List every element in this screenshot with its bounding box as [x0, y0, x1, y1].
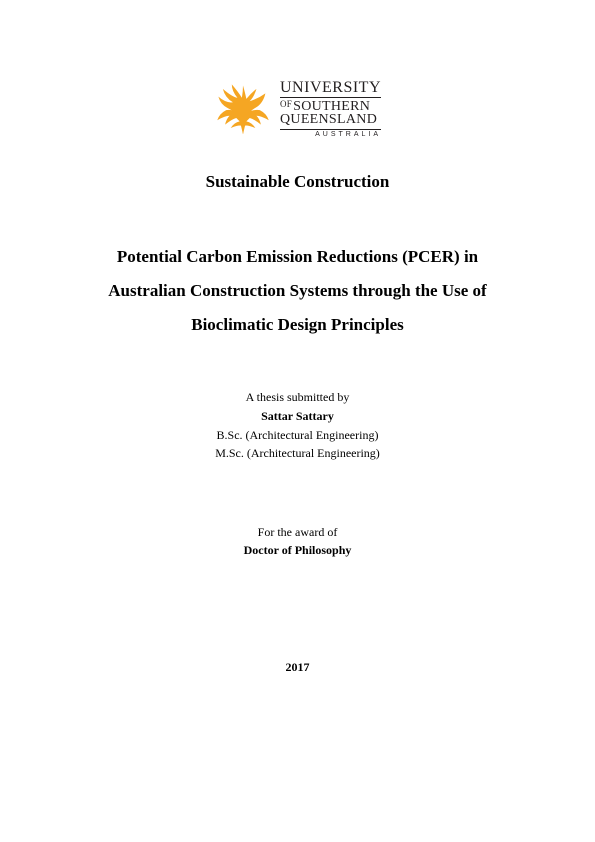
- title-line-3: Bioclimatic Design Principles: [78, 308, 517, 342]
- award-name: Doctor of Philosophy: [70, 541, 525, 560]
- logo-divider-1: [280, 97, 381, 98]
- main-heading: Sustainable Construction: [70, 172, 525, 192]
- thesis-title: Potential Carbon Emission Reductions (PC…: [70, 240, 525, 342]
- degree-msc: M.Sc. (Architectural Engineering): [70, 444, 525, 463]
- title-line-1: Potential Carbon Emission Reductions (PC…: [78, 240, 517, 274]
- university-logo: UNIVERSITY OFSOUTHERN QUEENSLAND AUSTRAL…: [70, 80, 525, 138]
- logo-of: OF: [280, 99, 292, 109]
- award-block: For the award of Doctor of Philosophy: [70, 523, 525, 560]
- title-line-2: Australian Construction Systems through …: [78, 274, 517, 308]
- university-name-block: UNIVERSITY OFSOUTHERN QUEENSLAND AUSTRAL…: [280, 80, 381, 138]
- award-for: For the award of: [70, 523, 525, 542]
- logo-line-university: UNIVERSITY: [280, 80, 381, 95]
- thesis-submitted-by: A thesis submitted by: [70, 388, 525, 407]
- logo-line-queensland: QUEENSLAND: [280, 113, 381, 126]
- logo-line-southern: OFSOUTHERN: [280, 100, 381, 113]
- phoenix-icon: [214, 81, 272, 137]
- logo-line-australia: AUSTRALIA: [280, 132, 381, 139]
- author-block: A thesis submitted by Sattar Sattary B.S…: [70, 388, 525, 462]
- thesis-year: 2017: [70, 660, 525, 675]
- author-name: Sattar Sattary: [70, 407, 525, 426]
- degree-bsc: B.Sc. (Architectural Engineering): [70, 426, 525, 445]
- thesis-title-page: UNIVERSITY OFSOUTHERN QUEENSLAND AUSTRAL…: [0, 0, 595, 842]
- logo-divider-2: [280, 129, 381, 130]
